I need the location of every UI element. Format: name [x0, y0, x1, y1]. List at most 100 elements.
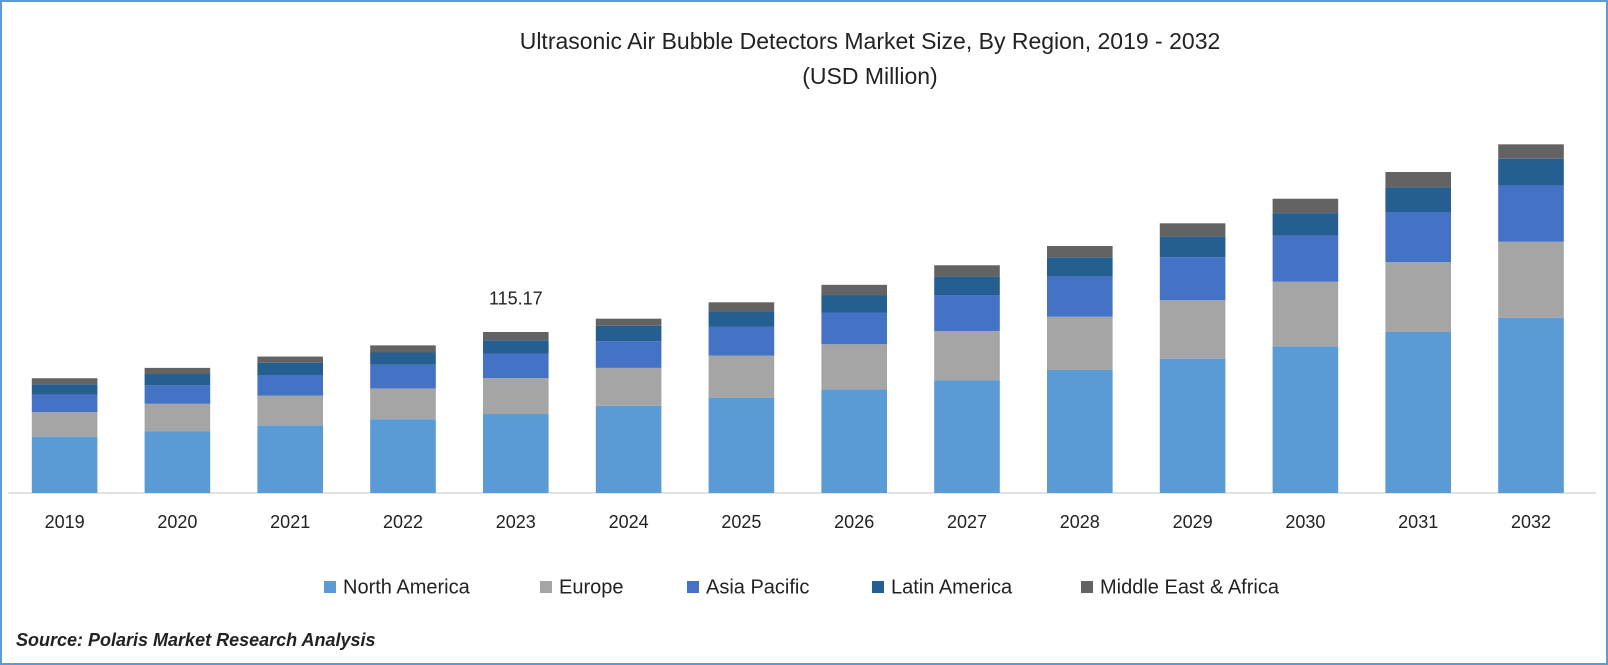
x-tick-label: 2023	[496, 512, 536, 532]
legend-swatch	[324, 581, 336, 593]
bar-segment	[1159, 257, 1226, 301]
x-tick-label: 2021	[270, 512, 310, 532]
legend-label: North America	[343, 576, 471, 598]
chart-subtitle: (USD Million)	[802, 63, 937, 89]
x-tick-label: 2024	[609, 512, 649, 532]
bar-segment	[708, 355, 775, 398]
bar-segment	[370, 364, 436, 389]
bar-segment	[144, 374, 211, 386]
bar-segment	[31, 384, 98, 395]
bar-segment	[144, 367, 211, 375]
bar-segment	[1498, 241, 1564, 318]
bar-segment	[1385, 212, 1451, 263]
bar-segment	[595, 341, 662, 368]
bar-segment	[1159, 300, 1226, 359]
bar-segment	[708, 311, 775, 327]
bar-segment	[1047, 316, 1113, 370]
bar-segment	[1385, 331, 1451, 493]
bar-segment	[483, 378, 549, 415]
bar-segment	[257, 395, 323, 426]
bar-segment	[483, 331, 549, 341]
legend-swatch	[687, 581, 699, 593]
bar-segment	[144, 403, 211, 432]
bar-segment	[708, 326, 775, 356]
bar-segment	[1047, 257, 1113, 277]
bar-segment	[821, 284, 887, 296]
bar-segment	[595, 367, 662, 406]
bar-segment	[934, 380, 1000, 493]
x-tick-label: 2020	[157, 512, 197, 532]
bar-segment	[934, 276, 1000, 296]
bar-segment	[257, 425, 323, 493]
bar-segment	[821, 312, 887, 345]
bar-segment	[595, 325, 662, 342]
bar-segment	[821, 389, 887, 493]
bar-segment	[1385, 187, 1451, 213]
bar-segment	[31, 412, 98, 437]
bar-segment	[1272, 198, 1339, 214]
bar-segment	[595, 318, 662, 326]
legend-label: Asia Pacific	[706, 576, 809, 598]
bar-segment	[1385, 262, 1451, 332]
bar-segment	[370, 352, 436, 365]
x-tick-label: 2027	[947, 512, 987, 532]
bar-segment	[1385, 172, 1451, 188]
x-tick-label: 2032	[1511, 512, 1551, 532]
bar-segment	[144, 431, 211, 493]
x-tick-label: 2025	[721, 512, 761, 532]
bar-segment	[1047, 369, 1113, 493]
bar-segment	[1047, 245, 1113, 258]
bar-segment	[1498, 185, 1564, 242]
bar-segment	[257, 375, 323, 396]
bar-segment	[257, 362, 323, 376]
bar-segment	[1498, 158, 1564, 186]
legend-label: Middle East & Africa	[1100, 576, 1280, 598]
bar-segment	[1159, 236, 1226, 258]
legend-label: Europe	[559, 576, 624, 598]
x-tick-label: 2031	[1398, 512, 1438, 532]
bar-segment	[934, 330, 1000, 381]
bar-segment	[1159, 223, 1226, 237]
bar-segment	[934, 295, 1000, 331]
x-tick-label: 2026	[834, 512, 874, 532]
bar-segment	[1159, 358, 1226, 493]
legend-swatch	[872, 581, 884, 593]
bar-segment	[1272, 235, 1339, 282]
bar-segment	[257, 356, 323, 363]
bar-segment	[708, 302, 775, 312]
bar-segment	[1498, 317, 1564, 493]
bar-segment	[31, 394, 98, 413]
total-label: 115.17	[489, 289, 543, 309]
bar-segment	[370, 388, 436, 420]
bar-segment	[31, 378, 98, 385]
chart-title: Ultrasonic Air Bubble Detectors Market S…	[520, 28, 1221, 54]
bar-segment	[1272, 346, 1339, 493]
bar-segment	[483, 340, 549, 354]
legend-swatch	[540, 581, 552, 593]
bar-segment	[1272, 281, 1339, 347]
legend-label: Latin America	[891, 576, 1013, 598]
x-tick-label: 2028	[1060, 512, 1100, 532]
bar-segment	[1047, 276, 1113, 317]
bar-segment	[708, 397, 775, 493]
bar-segment	[1272, 213, 1339, 236]
x-tick-label: 2019	[45, 512, 85, 532]
bar-segment	[370, 419, 436, 493]
bar-segment	[934, 265, 1000, 277]
x-tick-label: 2030	[1285, 512, 1325, 532]
bar-segment	[483, 414, 549, 493]
bar-segment	[821, 344, 887, 390]
x-tick-label: 2029	[1173, 512, 1213, 532]
bar-segment	[370, 345, 436, 353]
x-tick-label: 2022	[383, 512, 423, 532]
bar-segment	[595, 405, 662, 493]
source: Source: Polaris Market Research Analysis	[16, 630, 376, 650]
bar-segment	[144, 385, 211, 404]
bar-segment	[31, 436, 98, 493]
legend-swatch	[1081, 581, 1093, 593]
bar-segment	[483, 353, 549, 379]
bar-segment	[1498, 144, 1564, 159]
